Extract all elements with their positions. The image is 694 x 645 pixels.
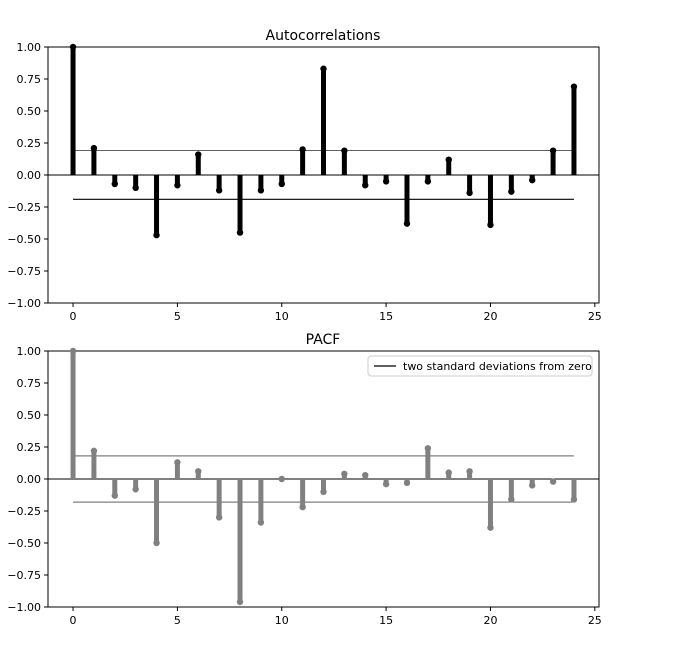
pacf-stem-marker: [570, 496, 578, 503]
pacf-stem-marker: [445, 469, 452, 476]
acf-stem-marker: [236, 229, 244, 236]
acf-ytick-label: −1.00: [7, 297, 41, 310]
acf-stem-marker: [466, 189, 473, 197]
pacf-stem-marker: [69, 347, 77, 355]
acf-stem-marker: [215, 187, 223, 194]
pacf-stem-marker: [320, 488, 327, 495]
pacf-ytick-label: 0.75: [17, 377, 42, 390]
pacf-stem-marker: [111, 492, 118, 499]
pacf-stem-marker: [424, 445, 432, 452]
acf-ytick-label: −0.25: [7, 201, 41, 214]
pacf-stem-marker: [278, 475, 285, 483]
acf-panel: Autocorrelations 1.00 0.75 0.50 0.25 0.00 −0.…: [7, 28, 602, 323]
pacf-ytick-label: −0.25: [7, 505, 41, 518]
acf-stem-marker: [403, 220, 411, 227]
pacf-stem-marker: [132, 486, 139, 493]
acf-ytick-label: −0.50: [7, 233, 41, 246]
pacf-xtick-label: 5: [174, 614, 181, 627]
acf-stem-marker: [549, 147, 557, 154]
pacf-xtick-label: 15: [379, 614, 393, 627]
acf-ytick-label: 0.25: [17, 137, 42, 150]
pacf-ticks: 1.00 0.75 0.50 0.25 0.00 −0.25 −0.50 −0.75 −1.00…: [7, 345, 602, 627]
pacf-stem-marker: [174, 459, 181, 466]
acf-xtick-label: 15: [379, 310, 393, 323]
acf-stem-marker: [424, 178, 432, 185]
pacf-stem-marker: [362, 471, 369, 479]
pacf-ytick-label: 0.50: [17, 409, 42, 422]
pacf-stem-marker: [382, 480, 390, 488]
acf-xtick-label: 0: [70, 310, 77, 323]
pacf-ytick-label: 0.25: [17, 441, 42, 454]
pacf-stem-marker: [195, 468, 202, 475]
acf-ytick-label: 1.00: [17, 41, 42, 54]
acf-xtick-label: 20: [483, 310, 497, 323]
pacf-stem-marker: [153, 539, 160, 547]
pacf-stem-marker: [90, 447, 98, 455]
acf-ticks: 1.00 0.75 0.50 0.25 0.00 −0.25 −0.50 −0.75 −1.00…: [7, 41, 602, 323]
pacf-legend: two standard deviations from zero: [367, 355, 593, 377]
pacf-title: PACF: [306, 332, 341, 348]
acf-stem-marker: [69, 43, 77, 51]
acf-stems: [69, 43, 578, 239]
pacf-ytick-label: 1.00: [17, 345, 42, 358]
pacf-stem-marker: [508, 496, 515, 503]
acf-stem-marker: [111, 180, 118, 188]
acf-ytick-label: 0.00: [17, 169, 42, 182]
acf-xtick-label: 25: [588, 310, 602, 323]
pacf-xtick-label: 20: [483, 614, 497, 627]
acf-stem-marker: [362, 182, 369, 189]
acf-stem-marker: [278, 180, 285, 188]
acf-stem-marker: [257, 187, 265, 194]
acf-stem-marker: [90, 144, 98, 152]
acf-xtick-label: 5: [174, 310, 181, 323]
acf-ytick-label: 0.50: [17, 105, 42, 118]
acf-title: Autocorrelations: [266, 28, 381, 44]
pacf-xtick-label: 0: [70, 614, 77, 627]
pacf-stem-marker: [487, 524, 494, 531]
pacf-ytick-label: −0.50: [7, 537, 41, 550]
acf-stem-marker: [320, 65, 327, 72]
acf-stem-marker: [445, 156, 452, 163]
pacf-xtick-label: 25: [588, 614, 602, 627]
acf-stem-marker: [299, 146, 306, 153]
acf-stem-marker: [529, 176, 536, 184]
pacf-stem-marker: [549, 478, 557, 485]
pacf-xtick-label: 10: [275, 614, 289, 627]
pacf-stem-marker: [403, 479, 411, 487]
legend-box: [367, 355, 593, 377]
acf-stem-marker: [508, 188, 515, 195]
acf-stem-marker: [132, 184, 139, 191]
acf-stem-marker: [487, 221, 494, 229]
pacf-ytick-label: −0.75: [7, 569, 41, 582]
pacf-ytick-label: 0.00: [17, 473, 42, 486]
acf-ytick-label: −0.75: [7, 265, 41, 278]
pacf-stem-marker: [257, 519, 265, 526]
pacf-stem-marker: [215, 514, 223, 521]
acf-stem-marker: [341, 147, 348, 154]
acf-stem-marker: [174, 182, 181, 189]
acf-ytick-label: 0.75: [17, 73, 42, 86]
acf-stem-marker: [382, 178, 390, 185]
pacf-ytick-label: −1.00: [7, 601, 41, 614]
acf-xtick-label: 10: [275, 310, 289, 323]
acf-stem-marker: [570, 83, 578, 90]
pacf-stem-marker: [529, 482, 536, 489]
pacf-stem-marker: [236, 598, 244, 606]
pacf-stem-marker: [299, 503, 306, 511]
acf-stem-marker: [195, 151, 202, 158]
acf-stem-marker: [153, 231, 160, 239]
pacf-stem-marker: [341, 470, 348, 478]
legend-label: two standard deviations from zero: [403, 360, 592, 373]
pacf-stem-marker: [466, 468, 473, 475]
pacf-panel: PACF 1.00 0.75 0.50 0.25 0.00 −0.25 −0.50 −0.75…: [7, 332, 602, 627]
pacf-stems: [69, 347, 578, 606]
